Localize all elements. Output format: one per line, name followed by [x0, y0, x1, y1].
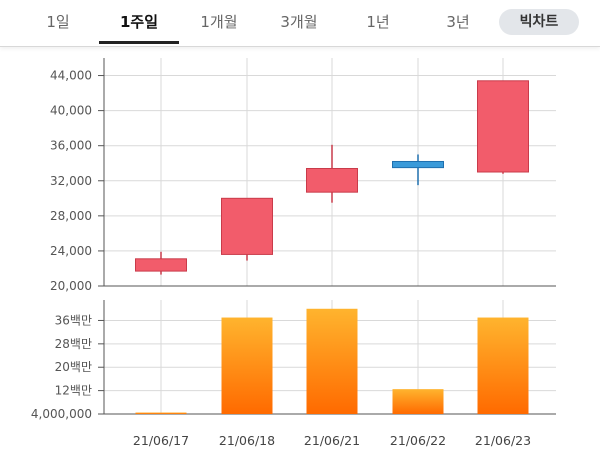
price-tick-label: 40,000 — [50, 104, 92, 118]
candle-body — [221, 197, 273, 255]
tab-1-month[interactable]: 1개월 — [200, 13, 238, 31]
volume-tick-label: 12백만 — [55, 384, 92, 398]
price-tick-label: 32,000 — [50, 174, 92, 188]
volume-tick-label: 4,000,000 — [31, 407, 92, 421]
volume-bar — [477, 317, 529, 414]
big-chart-button[interactable]: 빅차트 — [499, 9, 579, 35]
volume-tick-label: 36백만 — [55, 313, 92, 327]
volume-tick-label: 20백만 — [55, 360, 92, 374]
date-tick-label: 21/06/17 — [133, 433, 189, 448]
tab-1-week[interactable]: 1주일 — [99, 0, 179, 44]
period-tab-bar: 1일 1주일 1개월 3개월 1년 3년 빅차트 — [0, 0, 600, 47]
date-tick-label: 21/06/23 — [475, 433, 531, 448]
candle-body — [477, 80, 529, 173]
price-tick-label: 24,000 — [50, 244, 92, 258]
date-tick-label: 21/06/22 — [390, 433, 446, 448]
volume-bar — [392, 389, 444, 414]
volume-bar — [221, 317, 273, 414]
date-tick-label: 21/06/18 — [219, 433, 275, 448]
candle-body — [306, 167, 358, 193]
tab-1-day[interactable]: 1일 — [46, 13, 70, 31]
tab-3-years[interactable]: 3년 — [446, 13, 470, 31]
price-tick-label: 20,000 — [50, 279, 92, 293]
tab-3-months[interactable]: 3개월 — [280, 13, 318, 31]
tab-1-year[interactable]: 1년 — [366, 13, 390, 31]
candle-body — [135, 258, 187, 272]
candle-body — [392, 160, 444, 169]
volume-bar — [135, 412, 187, 414]
price-tick-label: 36,000 — [50, 139, 92, 153]
volume-bar — [306, 308, 358, 414]
date-tick-label: 21/06/21 — [304, 433, 360, 448]
volume-tick-label: 28백만 — [55, 337, 92, 351]
price-tick-label: 28,000 — [50, 209, 92, 223]
price-tick-label: 44,000 — [50, 69, 92, 83]
